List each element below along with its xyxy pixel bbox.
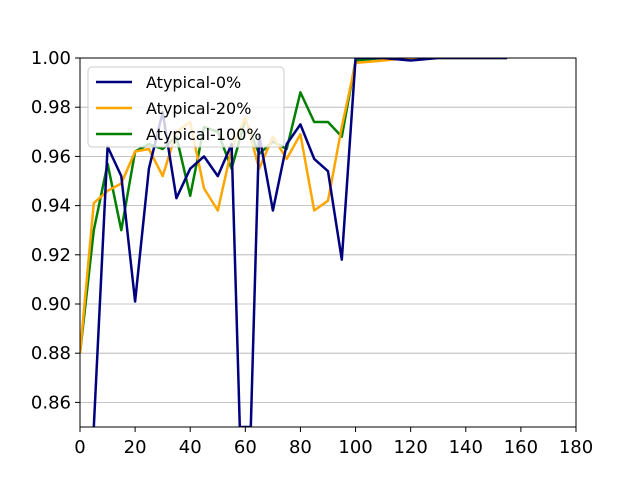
legend-box (87, 66, 285, 148)
x-tick-label: 0 (74, 437, 85, 458)
x-tick-label: 100 (338, 437, 372, 458)
x-tick-label: 40 (179, 437, 202, 458)
legend-label-2: Atypical-100% (146, 125, 262, 144)
x-tick-label: 180 (559, 437, 593, 458)
x-tick-label: 160 (504, 437, 538, 458)
plot-frame (79, 57, 577, 428)
x-tick-label: 140 (449, 437, 483, 458)
legend-label-0: Atypical-0% (146, 73, 241, 92)
y-tick-label: 0.96 (31, 146, 71, 167)
y-tick-label: 0.92 (31, 245, 71, 266)
legend: Atypical-0% Atypical-20% Atypical-100% (87, 66, 285, 148)
y-tick-label: 0.86 (31, 392, 71, 413)
y-tick-label: 0.94 (31, 196, 71, 217)
axes: 0.86 0.88 0.90 0.92 0.94 0.96 0.98 1.00 0 20 40 60 8… (31, 48, 593, 458)
y-tick-label: 1.00 (31, 48, 71, 69)
legend-label-1: Atypical-20% (146, 99, 251, 118)
x-tick-label: 120 (393, 437, 427, 458)
x-tick-label: 20 (124, 437, 147, 458)
series-line-0 (92, 58, 508, 427)
y-tick-label: 0.90 (31, 294, 71, 315)
x-tick-label: 80 (289, 437, 312, 458)
y-tick-label: 0.88 (31, 343, 71, 364)
x-tick-label: 60 (234, 437, 257, 458)
y-tick-label: 0.98 (31, 97, 71, 118)
